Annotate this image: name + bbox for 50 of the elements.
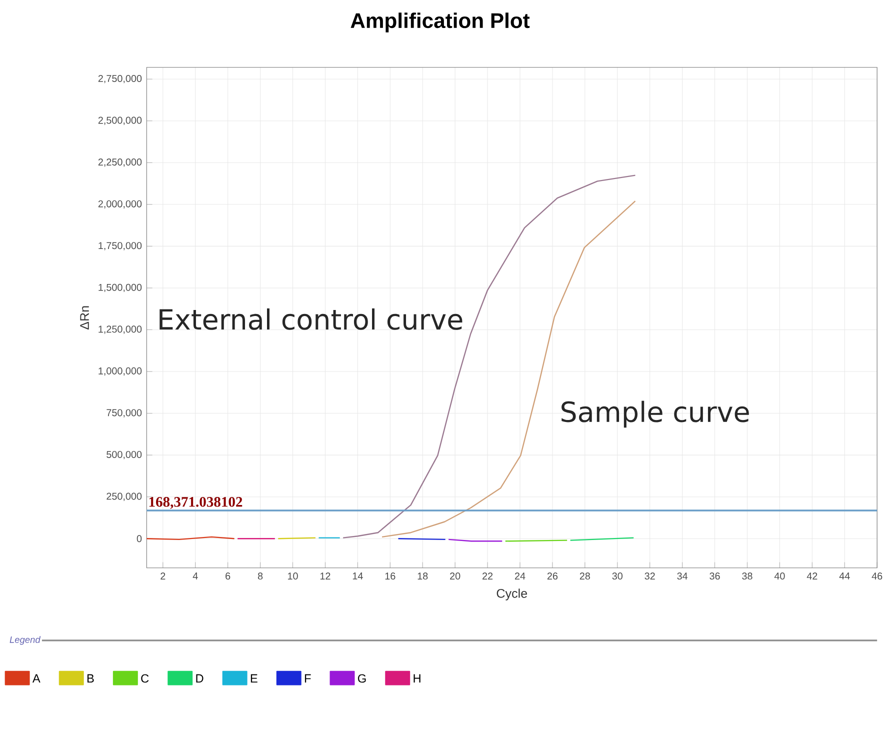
- legend-label: D: [196, 674, 204, 682]
- y-tick-label: 500,000: [106, 450, 142, 459]
- legend-label: E: [250, 674, 258, 682]
- annotation: External control curve: [160, 308, 462, 330]
- ref-line-label: 168,371.038102: [149, 496, 242, 509]
- legend-label: A: [32, 674, 40, 682]
- legend-label: F: [304, 674, 311, 682]
- x-tick-label: 14: [352, 572, 363, 580]
- x-tick-label: 32: [644, 572, 655, 580]
- x-tick-label: 20: [450, 572, 460, 580]
- legend-title: Legend: [10, 636, 41, 645]
- y-tick-label: 0: [136, 534, 142, 542]
- x-tick-label: 16: [385, 572, 396, 580]
- x-tick-label: 4: [192, 572, 198, 580]
- x-axis-title: Cycle: [496, 588, 528, 600]
- x-tick-label: 30: [612, 572, 622, 580]
- chart-title: Amplification Plot: [350, 12, 530, 32]
- y-tick-label: 2,000,000: [98, 200, 142, 208]
- x-tick-label: 44: [839, 572, 850, 580]
- x-tick-label: 34: [677, 572, 688, 580]
- x-tick-label: 26: [547, 572, 558, 580]
- x-tick-label: 22: [482, 572, 493, 580]
- y-tick-label: 2,750,000: [98, 74, 142, 83]
- x-tick-label: 12: [320, 572, 330, 580]
- legend-label: B: [87, 674, 94, 682]
- legend-label: G: [358, 674, 366, 682]
- x-tick-label: 42: [806, 572, 818, 580]
- x-tick-label: 10: [288, 572, 298, 580]
- x-tick-label: 6: [226, 572, 230, 580]
- x-tick-label: 18: [418, 572, 428, 580]
- y-tick-label: 250,000: [106, 492, 142, 501]
- y-tick-label: 2,250,000: [98, 158, 142, 167]
- x-tick-label: 36: [710, 572, 720, 580]
- y-tick-label: 750,000: [106, 409, 142, 418]
- x-tick-label: 40: [774, 572, 785, 580]
- y-tick-label: 1,000,000: [98, 367, 142, 376]
- y-tick-label: 1,500,000: [98, 284, 142, 292]
- y-axis-title: ΔRn: [80, 306, 89, 330]
- y-tick-label: 1,250,000: [98, 325, 142, 334]
- x-tick-label: 28: [580, 572, 590, 580]
- x-tick-label: 24: [514, 572, 526, 580]
- legend-label: H: [414, 674, 420, 682]
- y-tick-label: 1,750,000: [98, 242, 142, 250]
- y-tick-label: 2,500,000: [98, 116, 142, 125]
- x-tick-label: 38: [742, 572, 752, 580]
- x-tick-label: 2: [160, 572, 166, 580]
- legend-label: C: [141, 674, 149, 682]
- x-tick-label: 46: [872, 572, 882, 580]
- x-tick-label: 8: [258, 572, 263, 580]
- annotation: Sample curve: [562, 400, 749, 428]
